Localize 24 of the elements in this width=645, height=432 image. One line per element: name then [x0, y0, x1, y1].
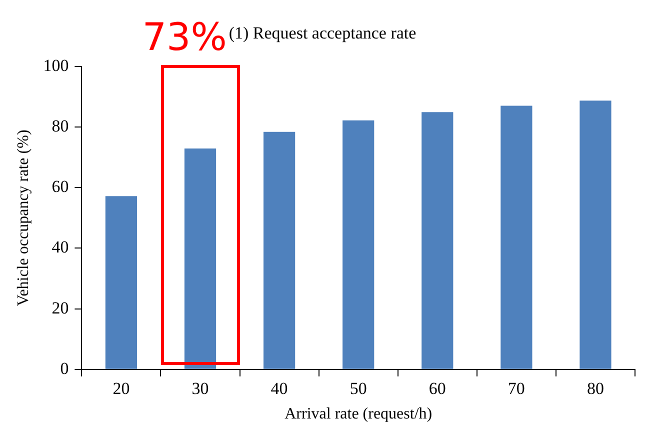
x-tick-label: 70 [508, 379, 525, 398]
y-tick-label: 40 [52, 238, 69, 257]
y-axis-title: Vehicle occupancy rate (%) [14, 130, 32, 306]
x-tick-label: 60 [428, 379, 446, 398]
bar [184, 148, 216, 369]
bar [580, 100, 612, 369]
bar [500, 106, 532, 369]
bar [342, 120, 374, 369]
y-tick-label: 100 [43, 56, 69, 75]
x-tick-label: 20 [112, 379, 130, 398]
bar [105, 196, 138, 369]
x-tick-label: 30 [192, 379, 209, 398]
bar [264, 132, 296, 369]
text: 73% [142, 15, 227, 59]
chart-title: (1) Request acceptance rate [228, 24, 416, 43]
y-tick-label: 20 [52, 298, 69, 318]
x-axis-title: Arrival rate (request/h) [284, 406, 432, 423]
y-tick-label: 0 [60, 358, 69, 378]
x-tick-label: 50 [350, 379, 367, 398]
y-tick-label: 80 [52, 116, 69, 136]
x-tick-label: 80 [586, 379, 604, 398]
x-tick-label: 40 [270, 379, 288, 398]
y-tick-label: 60 [52, 177, 69, 196]
bar [422, 112, 454, 369]
